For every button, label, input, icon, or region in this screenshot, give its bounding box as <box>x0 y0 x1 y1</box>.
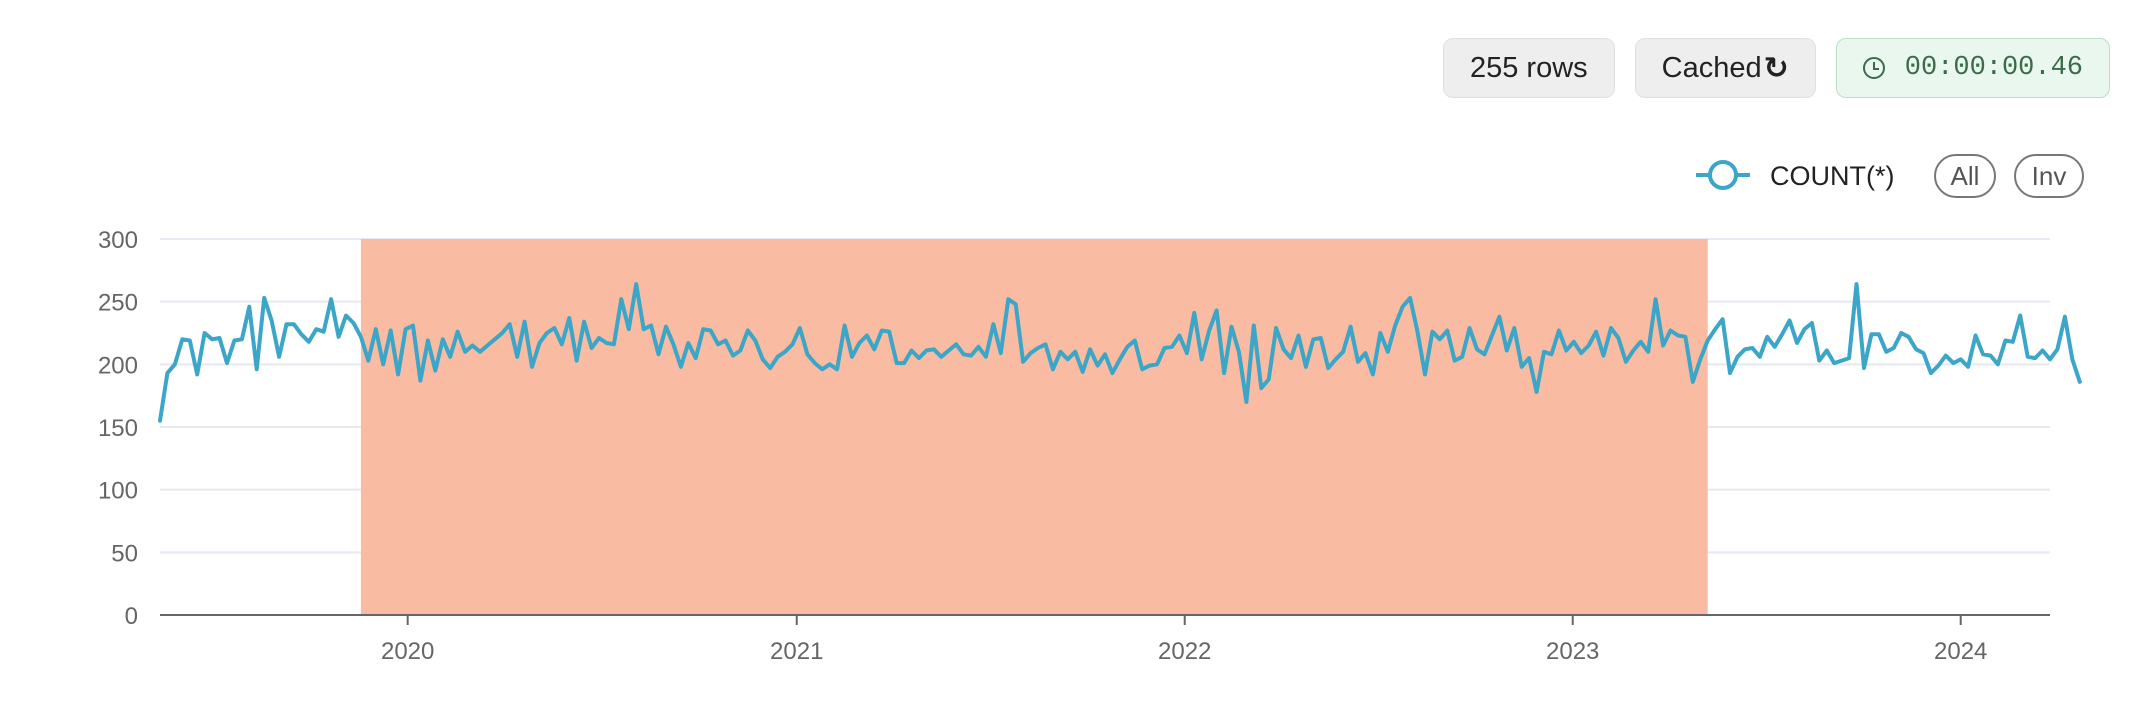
x-tick-label: 2022 <box>1158 638 1211 665</box>
cached-button[interactable]: Cached ↻ <box>1634 38 1816 98</box>
chart-legend: COUNT(*) All Inv <box>1696 154 2084 198</box>
y-tick-label: 300 <box>98 227 138 254</box>
legend-all-button-frame <box>1934 154 1996 198</box>
x-tick-label: 2021 <box>770 638 823 665</box>
legend-series-marker-icon <box>1708 160 1738 190</box>
legend-all-label: All <box>1951 161 1980 191</box>
y-tick-label: 0 <box>125 603 138 630</box>
y-axis: 0 50 100 150 200 250 300 <box>98 227 138 630</box>
legend-inv-button[interactable]: Inv <box>2014 154 2084 198</box>
x-tick-label: 2020 <box>381 638 434 665</box>
timer-label: 00:00:00.46 <box>1904 53 2083 83</box>
query-timer-badge: 00:00:00.46 <box>1835 38 2110 98</box>
y-tick-label: 100 <box>98 478 138 505</box>
y-tick-label: 250 <box>98 290 138 317</box>
row-count-label: 255 rows <box>1469 51 1588 84</box>
cached-label: Cached <box>1661 51 1762 84</box>
row-count-badge: 255 rows <box>1442 38 1615 98</box>
x-tick-label: 2024 <box>1934 638 1987 665</box>
legend-item-count[interactable]: COUNT(*) <box>1696 160 1894 191</box>
y-tick-label: 150 <box>98 415 138 442</box>
brush-selection[interactable] <box>360 239 1708 615</box>
refresh-icon[interactable]: ↻ <box>1763 51 1789 85</box>
query-status-bar: 255 rows Cached ↻ 00:00:00.46 <box>1442 38 2110 98</box>
series-count-group <box>158 282 2082 423</box>
series-count-line <box>158 282 2082 423</box>
legend-inv-button-frame <box>2014 154 2084 198</box>
x-tick-label: 2023 <box>1546 638 1599 665</box>
x-axis: 2020 2021 2022 2023 2024 <box>381 615 1987 665</box>
y-tick-label: 50 <box>111 540 138 567</box>
legend-inv-label: Inv <box>2032 161 2067 191</box>
legend-all-button[interactable]: All <box>1934 154 1996 198</box>
y-tick-label: 200 <box>98 352 138 379</box>
legend-series-name: COUNT(*) <box>1770 161 1894 191</box>
clock-icon <box>1862 57 1885 79</box>
